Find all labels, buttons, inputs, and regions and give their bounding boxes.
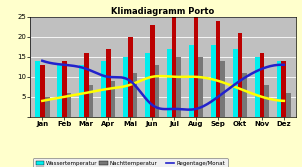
Bar xyxy=(189,45,194,117)
Bar xyxy=(220,61,225,117)
Bar xyxy=(123,57,128,117)
Bar xyxy=(172,17,176,117)
Bar xyxy=(45,97,50,117)
Bar xyxy=(111,81,115,117)
Bar xyxy=(67,93,72,117)
Bar xyxy=(133,73,137,117)
Bar xyxy=(145,53,150,117)
Bar xyxy=(150,25,155,117)
Bar xyxy=(167,49,172,117)
Bar xyxy=(79,65,84,117)
Bar xyxy=(176,57,181,117)
Bar xyxy=(233,49,238,117)
Bar xyxy=(57,65,62,117)
Bar xyxy=(84,53,88,117)
Bar xyxy=(62,61,67,117)
Bar xyxy=(243,73,247,117)
Bar xyxy=(264,85,269,117)
Bar xyxy=(211,45,216,117)
Bar xyxy=(198,57,203,117)
Bar xyxy=(238,33,243,117)
Title: Klimadiagramm Porto: Klimadiagramm Porto xyxy=(111,7,215,16)
Bar xyxy=(286,93,291,117)
Bar xyxy=(277,61,281,117)
Bar xyxy=(35,61,40,117)
Bar xyxy=(255,57,259,117)
Bar xyxy=(106,49,111,117)
Legend: Wassertemperatur, Tagestemperatur, Nachttemperatur, Sonnenstunden/Tag, Regentage: Wassertemperatur, Tagestemperatur, Nacht… xyxy=(33,158,228,167)
Bar xyxy=(101,61,106,117)
Bar xyxy=(281,61,286,117)
Bar xyxy=(259,53,264,117)
Bar xyxy=(194,17,198,117)
Bar xyxy=(128,37,133,117)
Bar xyxy=(216,21,220,117)
Bar xyxy=(88,85,93,117)
Bar xyxy=(40,65,45,117)
Bar xyxy=(155,65,159,117)
